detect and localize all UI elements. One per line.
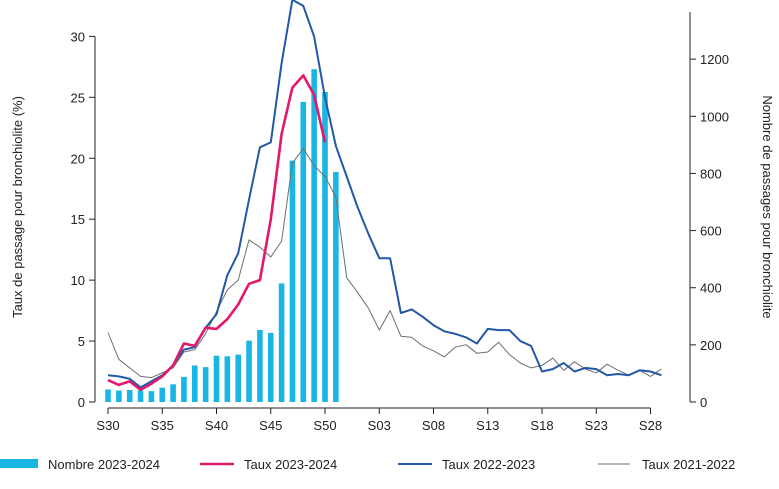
y-right-tick-label: 1000 (700, 109, 729, 124)
y-right-tick-label: 1200 (700, 52, 729, 67)
bar-nombre-2023-2024 (181, 377, 187, 402)
legend-layer: Nombre 2023-2024 Taux 2023-2024 Taux 2022-… (0, 457, 735, 472)
x-tick-label: S23 (585, 418, 608, 433)
y-left-tick-label: 20 (71, 151, 85, 166)
bar-nombre-2023-2024 (257, 330, 263, 402)
bar-nombre-2023-2024 (203, 367, 209, 402)
bar-nombre-2023-2024 (268, 333, 274, 402)
bar-nombre-2023-2024 (170, 384, 176, 402)
y-left-axis-title: Taux de passage pour bronchiolite (%) (10, 96, 25, 318)
bar-nombre-2023-2024 (192, 365, 198, 402)
bar-nombre-2023-2024 (311, 69, 317, 402)
x-tick-label: S50 (313, 418, 336, 433)
x-tick-label: S40 (205, 418, 228, 433)
x-tick-label: S13 (476, 418, 499, 433)
x-tick-label: S30 (96, 418, 119, 433)
lines-layer (108, 0, 661, 390)
line-taux-2021-2022 (108, 149, 661, 378)
x-tick-label: S28 (639, 418, 662, 433)
legend-label: Nombre 2023-2024 (48, 457, 160, 472)
bar-nombre-2023-2024 (116, 391, 122, 402)
bar-nombre-2023-2024 (279, 283, 285, 402)
y-right-tick-label: 0 (700, 395, 707, 410)
bar-nombre-2023-2024 (235, 355, 241, 402)
bar-nombre-2023-2024 (225, 356, 231, 402)
y-right-tick-label: 800 (700, 166, 722, 181)
legend-label: Taux 2023-2024 (244, 457, 337, 472)
y-left-tick-label: 30 (71, 29, 85, 44)
y-left-tick-label: 15 (71, 212, 85, 227)
bar-nombre-2023-2024 (246, 341, 252, 402)
x-tick-label: S08 (422, 418, 445, 433)
bar-nombre-2023-2024 (149, 391, 155, 402)
x-tick-label: S03 (368, 418, 391, 433)
y-right-tick-label: 400 (700, 281, 722, 296)
x-tick-label: S45 (259, 418, 282, 433)
y-right-axis-title: Nombre de passages pour bronchiolite (760, 95, 775, 318)
x-tick-label: S18 (530, 418, 553, 433)
y-left-tick-label: 25 (71, 90, 85, 105)
bar-nombre-2023-2024 (127, 390, 133, 402)
legend-swatch-bar (0, 459, 38, 468)
y-left-tick-label: 10 (71, 273, 85, 288)
bar-nombre-2023-2024 (333, 172, 339, 402)
bar-nombre-2023-2024 (138, 391, 144, 402)
bar-nombre-2023-2024 (214, 356, 220, 402)
y-right-tick-label: 200 (700, 338, 722, 353)
y-left-tick-label: 5 (78, 334, 85, 349)
legend-label: Taux 2021-2022 (642, 457, 735, 472)
bar-nombre-2023-2024 (301, 102, 307, 402)
bar-nombre-2023-2024 (159, 388, 165, 402)
bars-layer (105, 69, 338, 402)
bar-nombre-2023-2024 (290, 161, 296, 402)
x-tick-label: S35 (151, 418, 174, 433)
legend-label: Taux 2022-2023 (442, 457, 535, 472)
y-right-tick-label: 600 (700, 224, 722, 239)
bar-nombre-2023-2024 (105, 389, 111, 402)
y-left-tick-label: 0 (78, 395, 85, 410)
line-taux-2022-2023 (108, 0, 661, 387)
